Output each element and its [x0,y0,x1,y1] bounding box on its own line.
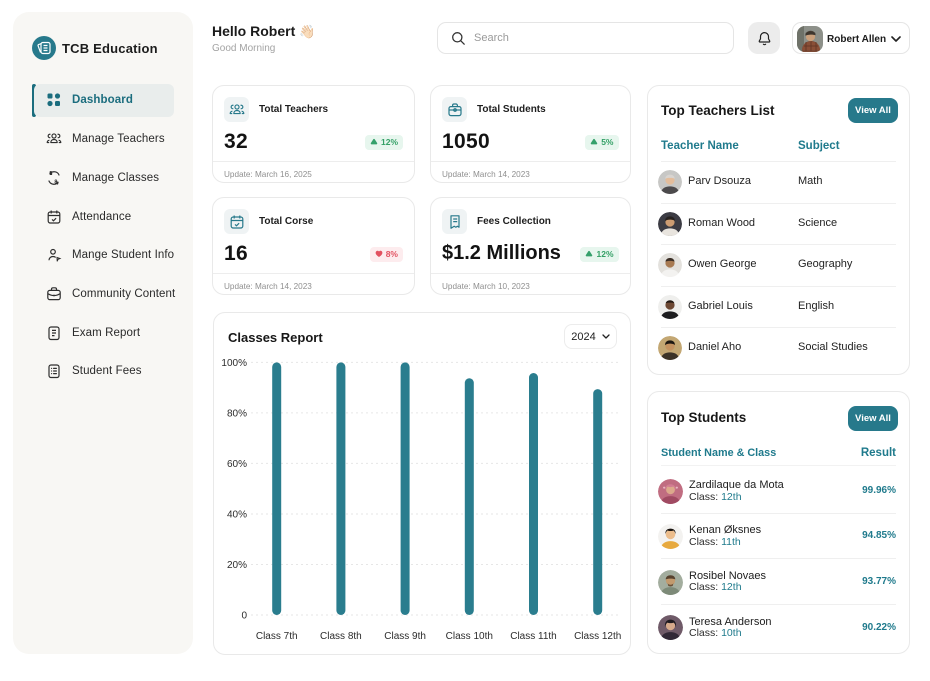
svg-text:8: 8 [54,179,57,185]
svg-text:Class 8th: Class 8th [320,631,362,642]
svg-text:80%: 80% [227,408,247,419]
svg-text:Class 12th: Class 12th [574,631,621,642]
svg-text:Class 9th: Class 9th [384,631,426,642]
svg-text:Class 11th: Class 11th [510,631,557,642]
svg-text:20%: 20% [227,560,247,571]
svg-text:40%: 40% [227,510,247,521]
svg-text:8: 8 [49,171,52,177]
svg-text:Class 10th: Class 10th [446,631,493,642]
svg-text:Class 7th: Class 7th [256,631,298,642]
svg-text:0: 0 [241,611,247,622]
svg-text:100%: 100% [221,358,247,369]
svg-text:60%: 60% [227,459,247,470]
